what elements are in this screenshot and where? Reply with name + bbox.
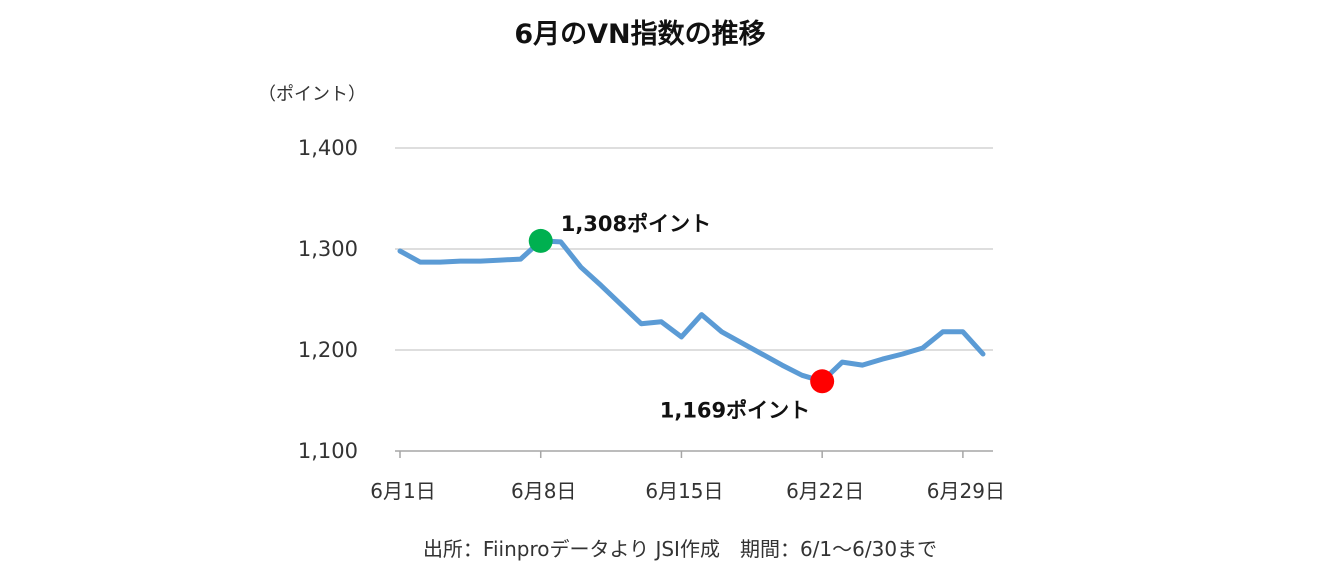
x-tick-label: 6月8日 xyxy=(511,479,576,503)
annotation-label: 1,308ポイント xyxy=(561,212,711,236)
gridlines xyxy=(395,147,993,351)
x-tick-label: 6月1日 xyxy=(370,479,435,503)
y-tick-label: 1,400 xyxy=(298,136,358,160)
y-axis-ticks: 1,400 1,300 1,200 1,100 xyxy=(298,136,358,463)
series-line xyxy=(397,238,986,384)
y-tick-label: 1,100 xyxy=(298,439,358,463)
x-tick-label: 6月22日 xyxy=(786,479,864,503)
annotations: 1,308ポイント 1,169ポイント xyxy=(528,212,835,422)
annotation-label: 1,169ポイント xyxy=(660,398,810,422)
source-note: 出所：Fiinproデータより JSI作成 期間：6/1～6/30まで xyxy=(423,537,937,561)
annotation-marker xyxy=(810,369,835,394)
series-layer xyxy=(397,238,986,384)
x-tick-label: 6月29日 xyxy=(927,479,1005,503)
y-axis-unit-label: （ポイント） xyxy=(258,84,366,105)
x-tick-label: 6月15日 xyxy=(645,479,723,503)
y-tick-label: 1,200 xyxy=(298,338,358,362)
x-axis: 6月1日 6月8日 6月15日 6月22日 6月29日 xyxy=(370,450,1005,503)
annotation-marker xyxy=(528,228,553,253)
y-tick-label: 1,300 xyxy=(298,237,358,261)
chart-title: 6月のVN指数の推移 xyxy=(514,19,765,50)
